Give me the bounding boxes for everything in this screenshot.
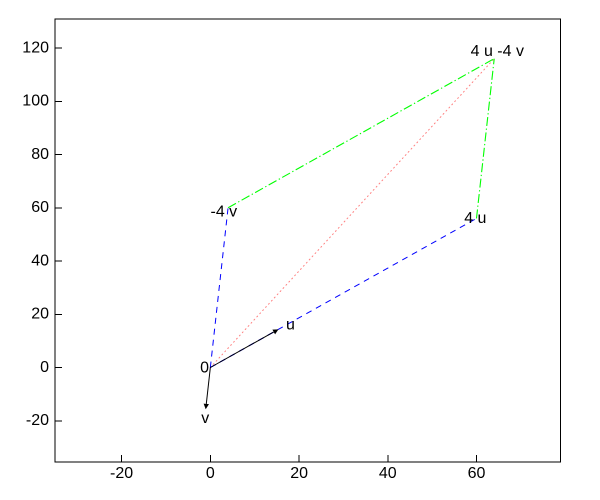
svg-text:80: 80 — [31, 146, 49, 163]
svg-text:120: 120 — [22, 39, 49, 56]
svg-text:60: 60 — [468, 465, 486, 482]
svg-text:40: 40 — [31, 252, 49, 269]
svg-text:20: 20 — [31, 306, 49, 323]
svg-text:60: 60 — [31, 199, 49, 216]
svg-text:0: 0 — [206, 465, 215, 482]
svg-text:v: v — [201, 410, 209, 427]
svg-text:4 u -4 v: 4 u -4 v — [471, 43, 524, 60]
svg-text:40: 40 — [379, 465, 397, 482]
svg-text:0: 0 — [200, 360, 209, 377]
svg-text:-20: -20 — [110, 465, 133, 482]
svg-text:-4 v: -4 v — [211, 204, 238, 221]
svg-text:20: 20 — [290, 465, 308, 482]
svg-text:4 u: 4 u — [464, 210, 486, 227]
svg-text:100: 100 — [22, 93, 49, 110]
svg-text:-20: -20 — [26, 412, 49, 429]
svg-text:u: u — [286, 317, 295, 334]
svg-text:0: 0 — [40, 359, 49, 376]
